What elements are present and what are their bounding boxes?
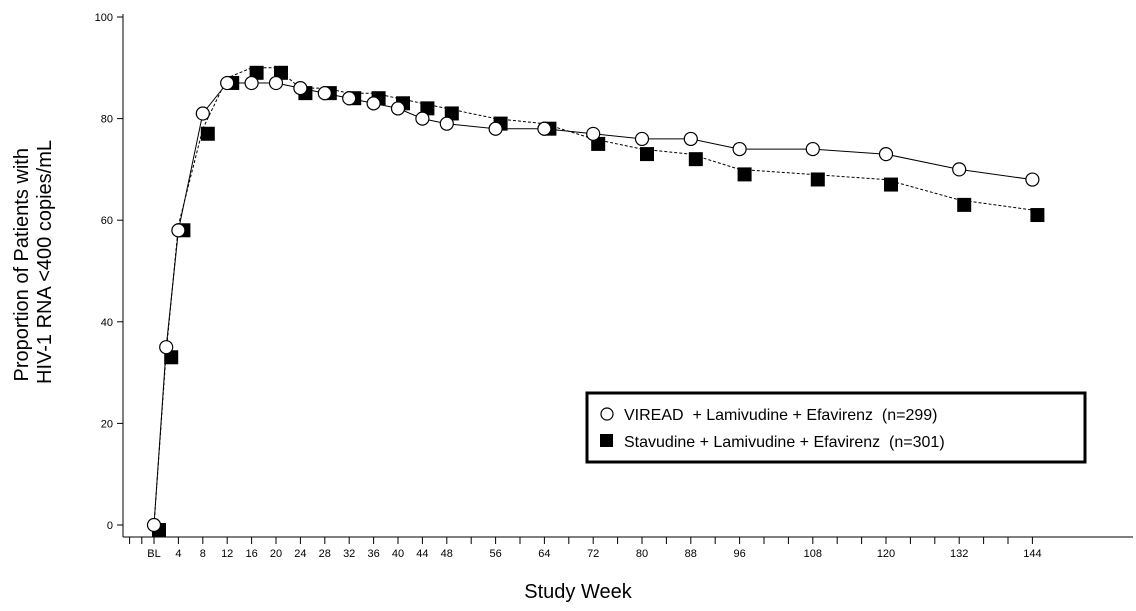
data-point (683, 131, 698, 147)
data-point (586, 126, 601, 141)
series-viread (146, 75, 1040, 533)
x-tick-label: 56 (489, 548, 501, 560)
x-tick-label: 96 (733, 548, 745, 560)
data-point (146, 517, 162, 533)
y-tick-label: 20 (101, 418, 113, 430)
data-point (732, 141, 747, 157)
y-tick-label: 0 (107, 520, 113, 532)
data-point (293, 81, 308, 96)
x-axis-title: Study Week (524, 581, 632, 603)
x-tick-label: 48 (441, 548, 453, 560)
data-point (268, 75, 284, 91)
x-tick-label: 12 (221, 548, 233, 560)
data-point (1030, 208, 1045, 223)
x-tick-label: 36 (367, 548, 379, 560)
data-point (439, 116, 454, 131)
x-tick-label: 120 (877, 548, 895, 560)
legend-box (585, 391, 1087, 464)
y-axis-title: Proportion of Patients with HIV-1 RNA <4… (11, 140, 56, 384)
y-tick-label: 80 (101, 114, 113, 126)
data-point (878, 147, 894, 162)
x-tick-label: 132 (950, 548, 968, 560)
x-tick-label: 144 (1023, 548, 1041, 560)
data-point (634, 131, 650, 147)
x-tick-label: 72 (587, 548, 599, 560)
data-point (640, 147, 654, 162)
x-tick-label: 8 (200, 548, 206, 560)
data-point (366, 96, 381, 111)
legend-label-viread: VIREAD + Lamivudine + Efavirenz (n=299) (624, 407, 938, 424)
legend: VIREAD + Lamivudine + Efavirenz (n=299) … (585, 391, 1087, 464)
data-point (195, 106, 210, 121)
data-point (317, 86, 332, 101)
legend-marker-stavudine (600, 434, 613, 447)
x-tick-label: 16 (245, 548, 257, 560)
data-point (737, 167, 752, 182)
series-layer (146, 65, 1045, 537)
data-point (810, 172, 825, 187)
x-tick-label: 88 (685, 548, 697, 560)
y-axis-title-line-1: Proportion of Patients with (11, 148, 33, 381)
x-tick-label: 24 (294, 548, 306, 560)
data-point (415, 111, 430, 126)
data-point (488, 121, 503, 136)
x-tick-label: 28 (319, 548, 331, 560)
x-tick-label: 20 (270, 548, 282, 560)
data-point (884, 177, 898, 192)
y-tick-label: 100 (95, 12, 113, 24)
x-tick-label: 108 (804, 548, 822, 560)
y-tick-label: 40 (101, 317, 113, 329)
data-point (688, 152, 703, 167)
data-point (1025, 172, 1040, 187)
x-tick-label: 40 (392, 548, 404, 560)
y-tick-label: 60 (101, 215, 113, 227)
data-point (200, 126, 215, 141)
x-tick-label: 4 (175, 548, 181, 560)
data-point (957, 197, 972, 212)
x-tick-label: BL (147, 548, 160, 560)
x-tick-label: 80 (636, 548, 648, 560)
data-point (342, 91, 357, 106)
legend-marker-viread (600, 407, 614, 421)
data-point (220, 75, 235, 91)
x-tick-label: 44 (416, 548, 428, 560)
x-tick-label: 64 (538, 548, 550, 560)
data-point (390, 101, 406, 116)
data-point (952, 162, 967, 177)
x-tick-label: 32 (343, 548, 355, 560)
data-point (159, 340, 174, 355)
data-point (537, 121, 552, 136)
data-point (244, 75, 259, 91)
data-point (171, 223, 186, 238)
legend-label-stavudine: Stavudine + Lamivudine + Efavirenz (n=30… (624, 434, 945, 451)
y-axis-title-line-2: HIV-1 RNA <400 copies/mL (34, 140, 56, 384)
data-point (805, 141, 820, 157)
